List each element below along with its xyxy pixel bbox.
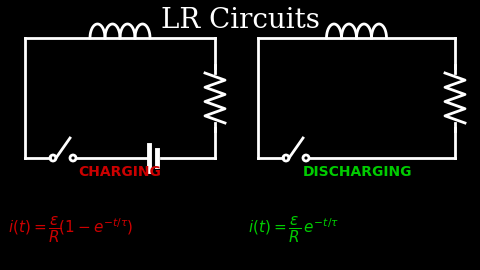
Text: CHARGING: CHARGING [79,165,161,179]
Text: $i(t) = \dfrac{\varepsilon}{R}\,e^{-t/\tau}$: $i(t) = \dfrac{\varepsilon}{R}\,e^{-t/\t… [248,215,339,245]
Text: $i(t) = \dfrac{\varepsilon}{R}\!\left(1 - e^{-t/\tau}\right)$: $i(t) = \dfrac{\varepsilon}{R}\!\left(1 … [8,215,133,245]
Text: DISCHARGING: DISCHARGING [302,165,412,179]
Text: LR Circuits: LR Circuits [161,6,319,33]
